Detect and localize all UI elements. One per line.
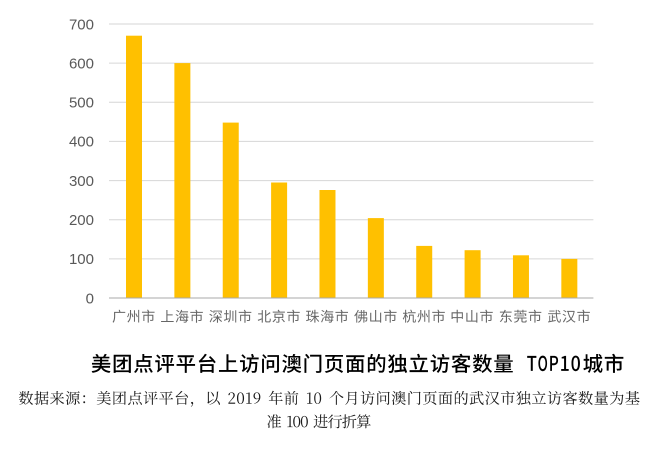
svg-text:0: 0 (86, 290, 94, 307)
svg-text:100: 100 (69, 251, 94, 268)
svg-text:500: 500 (69, 95, 94, 112)
svg-text:300: 300 (69, 173, 94, 190)
svg-text:700: 700 (69, 16, 94, 33)
svg-text:200: 200 (69, 212, 94, 229)
svg-text:400: 400 (69, 134, 94, 151)
svg-text:600: 600 (69, 55, 94, 72)
